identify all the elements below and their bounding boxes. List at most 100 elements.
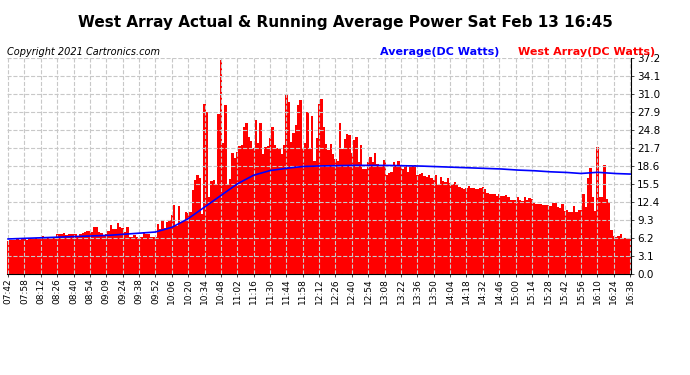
Bar [608, 202, 610, 274]
Bar [103, 236, 105, 274]
Bar [596, 147, 599, 274]
Bar [458, 187, 461, 274]
Bar [505, 195, 507, 274]
Bar [145, 234, 147, 274]
Bar [61, 234, 63, 274]
Bar [47, 237, 49, 274]
Bar [515, 200, 517, 274]
Bar [215, 184, 217, 274]
Bar [89, 231, 91, 274]
Bar [189, 211, 192, 274]
Bar [404, 166, 407, 274]
Bar [400, 165, 402, 274]
Bar [66, 235, 68, 274]
Text: West Array(DC Watts): West Array(DC Watts) [518, 47, 655, 57]
Bar [437, 185, 440, 274]
Bar [529, 198, 531, 274]
Bar [12, 240, 14, 274]
Bar [456, 184, 458, 274]
Bar [468, 186, 470, 274]
Bar [557, 207, 559, 274]
Bar [526, 200, 529, 274]
Bar [304, 143, 306, 274]
Bar [512, 200, 515, 274]
Bar [86, 231, 89, 274]
Bar [339, 123, 342, 274]
Bar [224, 105, 227, 274]
Bar [386, 175, 388, 274]
Bar [337, 160, 339, 274]
Bar [269, 138, 271, 274]
Bar [227, 184, 229, 274]
Bar [622, 238, 624, 274]
Bar [428, 176, 431, 274]
Bar [620, 234, 622, 274]
Bar [507, 197, 510, 274]
Bar [37, 238, 39, 274]
Bar [264, 147, 266, 274]
Bar [266, 146, 269, 274]
Bar [185, 212, 187, 274]
Bar [601, 197, 603, 274]
Bar [477, 189, 480, 274]
Bar [81, 233, 84, 274]
Bar [610, 230, 613, 274]
Bar [444, 182, 446, 274]
Bar [281, 153, 283, 274]
Bar [524, 197, 526, 274]
Bar [465, 188, 468, 274]
Bar [44, 237, 47, 274]
Bar [503, 196, 505, 274]
Bar [446, 178, 449, 274]
Bar [463, 189, 465, 274]
Bar [325, 144, 327, 274]
Bar [311, 116, 313, 274]
Bar [498, 194, 500, 274]
Bar [259, 123, 262, 274]
Bar [155, 237, 157, 274]
Bar [379, 167, 381, 274]
Bar [510, 200, 512, 274]
Bar [105, 234, 108, 274]
Bar [540, 204, 542, 274]
Bar [500, 196, 503, 274]
Bar [30, 239, 32, 274]
Bar [332, 154, 335, 274]
Bar [23, 239, 26, 274]
Bar [522, 201, 524, 274]
Bar [561, 204, 564, 274]
Bar [442, 182, 444, 274]
Bar [257, 143, 259, 274]
Bar [182, 220, 185, 274]
Bar [297, 105, 299, 274]
Bar [599, 197, 601, 274]
Bar [231, 153, 234, 274]
Bar [63, 233, 66, 274]
Bar [288, 102, 290, 274]
Bar [606, 199, 608, 274]
Bar [473, 188, 475, 274]
Bar [440, 177, 442, 274]
Bar [591, 196, 594, 274]
Bar [208, 197, 210, 274]
Bar [138, 238, 140, 274]
Bar [35, 237, 37, 274]
Bar [493, 194, 495, 274]
Bar [344, 139, 346, 274]
Bar [96, 226, 98, 274]
Bar [346, 134, 348, 274]
Bar [542, 205, 545, 274]
Bar [372, 162, 374, 274]
Bar [262, 154, 264, 274]
Bar [426, 177, 428, 274]
Bar [330, 144, 332, 274]
Bar [49, 237, 51, 274]
Bar [121, 228, 124, 274]
Bar [26, 240, 28, 274]
Bar [204, 105, 206, 274]
Bar [234, 158, 236, 274]
Bar [489, 194, 491, 274]
Bar [119, 227, 121, 274]
Bar [246, 123, 248, 274]
Bar [486, 193, 489, 274]
